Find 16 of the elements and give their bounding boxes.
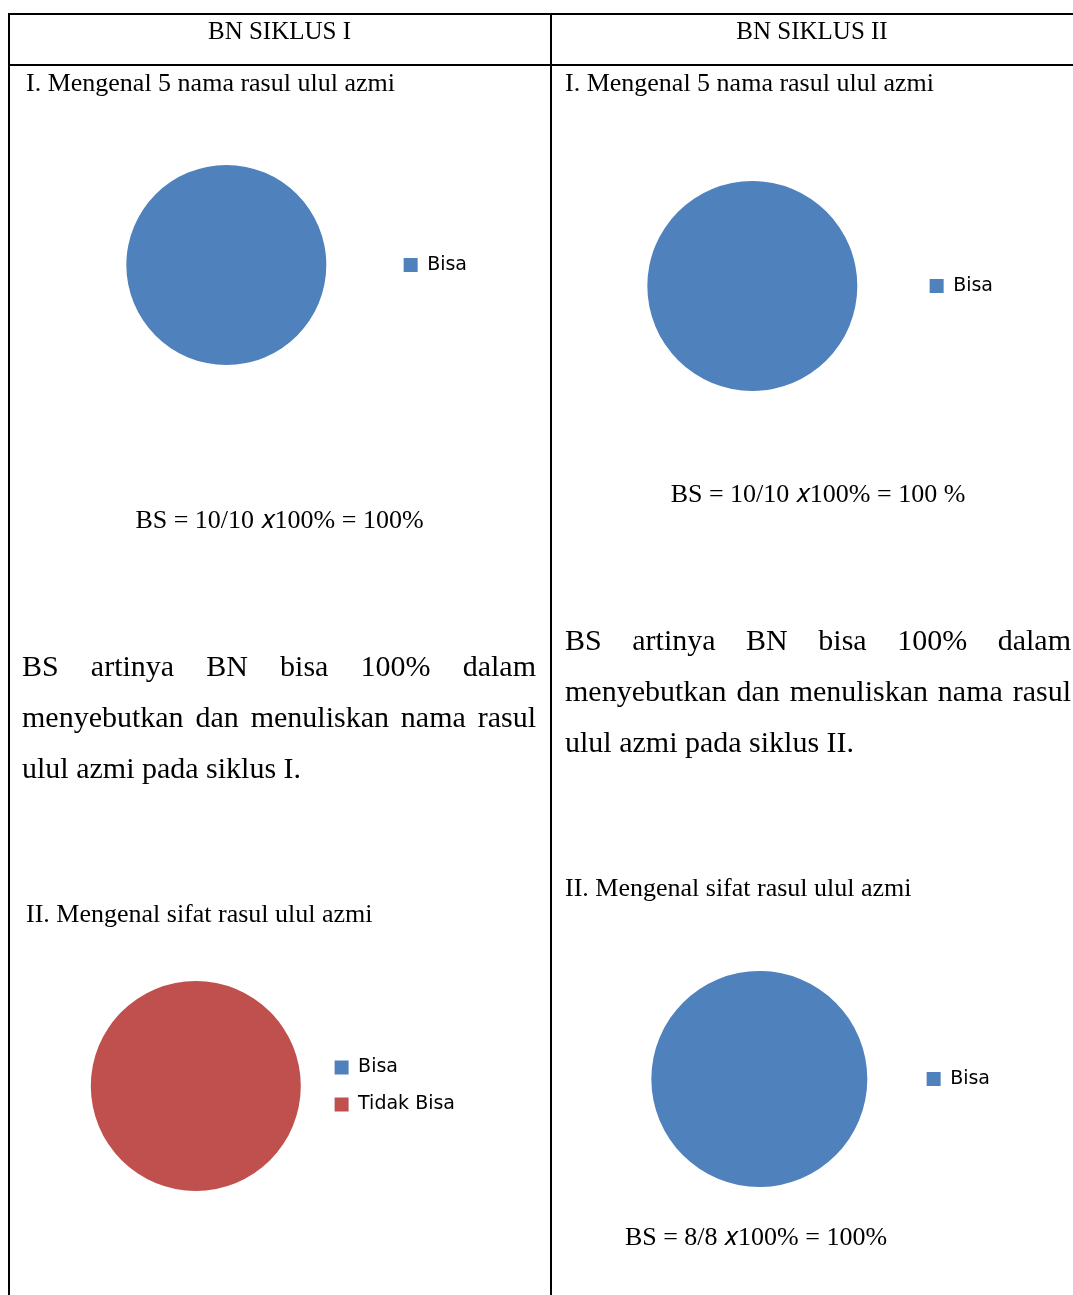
text: BS artinya BN bisa 100% dalam menyebutkan dan menuliskan nama rasul ulul azmi pada siklus I. bbox=[22, 648, 536, 786]
chart-subtitle: BN SIKLUS II bbox=[735, 17, 889, 45]
text: BS artinya BN bisa 100% dalam menyebutkan dan menuliskan nama rasul ulul azmi pada siklus II. bbox=[565, 622, 1071, 760]
legend-label: Bisa bbox=[953, 272, 993, 295]
legend-label: Bisa bbox=[427, 251, 467, 274]
chart-title: I. Mengenal 5 nama rasul ulul azmi bbox=[565, 68, 934, 98]
chart-subtitle: BN SIKLUS I bbox=[206, 17, 353, 45]
text: BS = 8/8 𝑥100% = 100% bbox=[623, 1222, 889, 1252]
text: BS = 10/10 𝑥100% = 100% bbox=[134, 505, 425, 535]
legend-label: Tidak Bisa bbox=[357, 1091, 455, 1114]
chart-title: I. Mengenal 5 nama rasul ulul azmi bbox=[26, 68, 395, 98]
legend-label: Bisa bbox=[358, 1054, 398, 1077]
chart-title: II. Mengenal sifat rasul ulul azmi bbox=[26, 899, 373, 929]
legend-label: Bisa bbox=[950, 1065, 990, 1088]
text: BS = 10/10 𝑥100% = 100 % bbox=[669, 479, 967, 509]
chart-title: II. Mengenal sifat rasul ulul azmi bbox=[565, 873, 912, 903]
